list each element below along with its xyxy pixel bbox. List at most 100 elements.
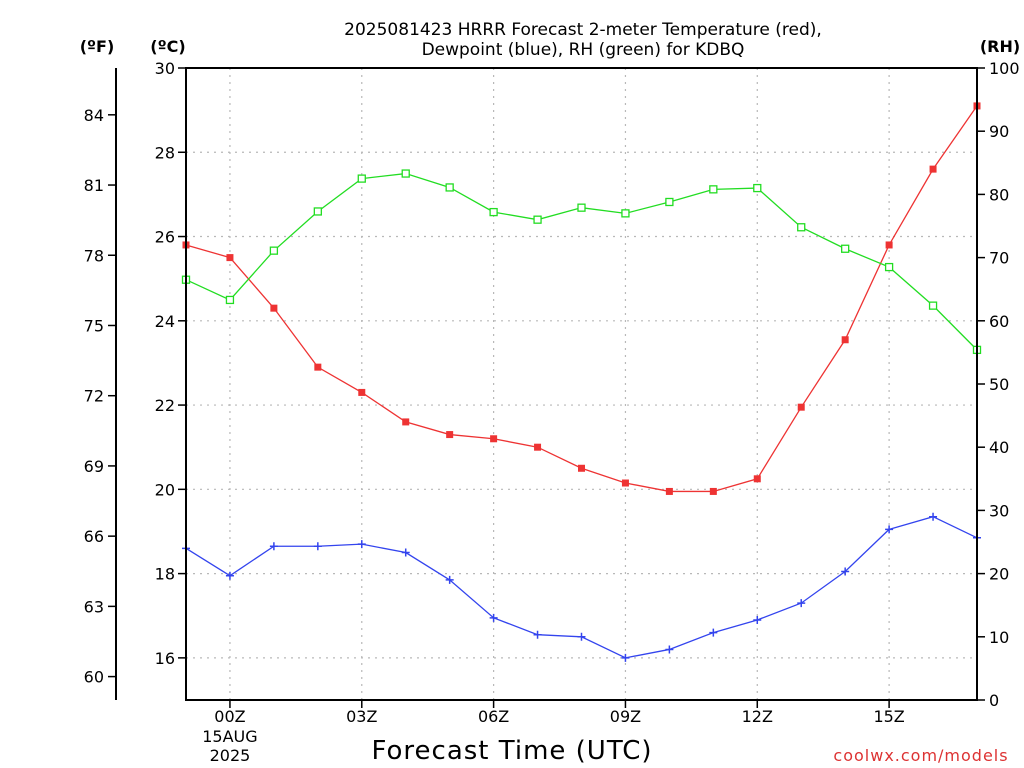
temperature-point — [314, 363, 322, 371]
dewpoint-point — [709, 628, 718, 637]
fahrenheit-tick-label: 75 — [84, 316, 104, 335]
celsius-tick-label: 16 — [155, 649, 175, 668]
fahrenheit-tick-label: 84 — [84, 106, 104, 125]
celsius-unit-label: (ºC) — [150, 37, 185, 56]
series-layer — [181, 102, 982, 662]
rh-tick-label: 60 — [989, 312, 1009, 331]
dewpoint-point — [621, 653, 630, 662]
celsius-tick-label: 28 — [155, 143, 175, 162]
rh-point — [445, 183, 454, 192]
fahrenheit-tick-label: 78 — [84, 246, 104, 265]
dewpoint-point — [357, 540, 366, 549]
rh-tick-label: 30 — [989, 501, 1009, 520]
rh-tick-label: 10 — [989, 628, 1009, 647]
dewpoint-point — [489, 613, 498, 622]
celsius-tick-label: 22 — [155, 396, 175, 415]
rh-unit-label: (RH) — [980, 37, 1020, 56]
dewpoint-point — [929, 512, 938, 521]
rh-point — [797, 223, 806, 232]
x-tick-date-label: 15AUG — [202, 727, 257, 746]
x-tick-label: 15Z — [873, 707, 904, 726]
dewpoint-point — [225, 571, 234, 580]
rh-point — [225, 295, 235, 305]
temperature-point — [402, 418, 410, 426]
rh-point — [489, 207, 498, 217]
axis-ticks: 16 18 20 22 24 26 28 30 60 63 66 69 72 75 78 81 84 0 10 20 3… — [84, 59, 1020, 765]
temperature-point — [534, 443, 542, 451]
dewpoint-point — [665, 645, 674, 654]
celsius-tick-label: 26 — [155, 228, 175, 247]
credit-label: coolwx.com/models — [833, 746, 1008, 765]
rh-point — [269, 246, 279, 255]
rh-tick-label: 70 — [989, 249, 1009, 268]
grid-lines — [186, 68, 977, 700]
temperature-point — [226, 254, 234, 262]
fahrenheit-tick-label: 63 — [84, 597, 104, 616]
fahrenheit-tick-label: 69 — [84, 457, 104, 476]
temperature-point — [841, 336, 849, 344]
rh-tick-label: 90 — [989, 122, 1009, 141]
rh-point — [357, 174, 366, 183]
chart-title-line-2: Dewpoint (blue), RH (green) for KDBQ — [422, 40, 745, 60]
temperature-point — [270, 304, 278, 312]
rh-point — [621, 209, 630, 218]
rh-tick-label: 20 — [989, 565, 1009, 584]
rh-tick-label: 80 — [989, 185, 1009, 204]
temperature-point — [621, 479, 629, 487]
temperature-point — [490, 435, 498, 443]
dewpoint-point — [841, 567, 850, 576]
fahrenheit-tick-label: 81 — [84, 176, 104, 195]
rh-point — [577, 203, 586, 212]
temperature-point — [446, 431, 454, 439]
rh-line — [185, 172, 978, 351]
rh-point — [665, 197, 674, 207]
dewpoint-point — [313, 542, 322, 551]
x-tick-label: 06Z — [478, 707, 509, 726]
dewpoint-point — [445, 575, 454, 584]
dewpoint-point — [753, 615, 762, 624]
celsius-tick-label: 20 — [155, 480, 175, 499]
rh-point — [533, 215, 542, 224]
rh-point — [841, 244, 850, 253]
x-axis-label: Forecast Time (UTC) — [371, 736, 652, 766]
x-tick-label: 09Z — [610, 707, 641, 726]
chart-title-line-1: 2025081423 HRRR Forecast 2-meter Tempera… — [344, 20, 822, 40]
rh-tick-label: 50 — [989, 375, 1009, 394]
fahrenheit-unit-label: (ºF) — [80, 37, 115, 56]
dewpoint-point — [577, 632, 586, 641]
x-tick-label: 03Z — [346, 707, 377, 726]
plot-frame — [115, 67, 978, 701]
plot-border — [185, 67, 978, 701]
dewpoint-point — [269, 542, 278, 551]
rh-point — [313, 207, 322, 216]
dewpoint-point — [797, 599, 806, 608]
celsius-tick-label: 24 — [155, 312, 175, 331]
x-tick-label: 00Z — [214, 707, 245, 726]
temperature-point — [885, 241, 893, 249]
x-tick-date-label: 2025 — [210, 746, 251, 765]
celsius-tick-label: 30 — [155, 59, 175, 78]
temperature-point — [929, 165, 937, 173]
rh-point — [753, 183, 762, 193]
celsius-tick-label: 18 — [155, 565, 175, 584]
rh-tick-label: 100 — [989, 59, 1020, 78]
rh-point — [884, 262, 894, 272]
fahrenheit-tick-label: 60 — [84, 668, 104, 687]
rh-point — [709, 185, 718, 194]
temperature-point — [578, 464, 585, 472]
rh-tick-label: 40 — [989, 438, 1009, 457]
rh-point — [401, 169, 410, 178]
rh-point — [928, 301, 938, 310]
temperature-point — [358, 388, 366, 396]
temperature-point — [753, 475, 761, 483]
temperature-point — [709, 487, 717, 495]
temperature-point — [797, 403, 805, 411]
temperature-point — [665, 487, 673, 495]
dewpoint-point — [401, 548, 410, 557]
fahrenheit-tick-label: 66 — [84, 527, 104, 546]
dewpoint-point — [885, 525, 894, 534]
dewpoint-point — [533, 630, 542, 639]
temperature-line — [185, 105, 978, 493]
x-tick-label: 12Z — [742, 707, 773, 726]
